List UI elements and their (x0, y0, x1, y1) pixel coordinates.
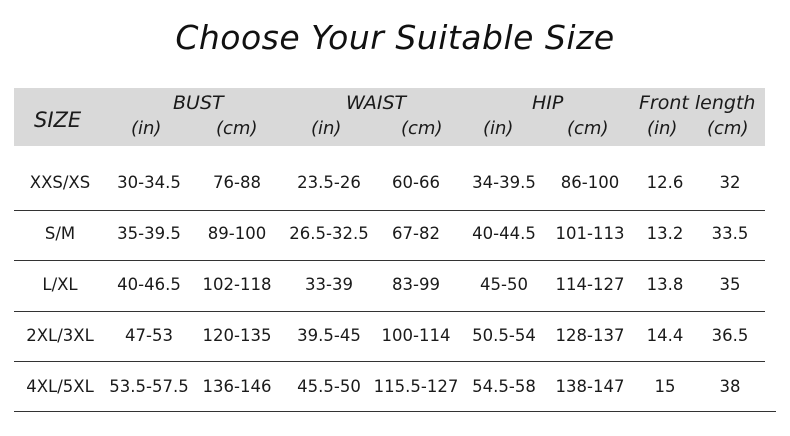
cell-waist-in: 26.5-32.5 (289, 224, 369, 243)
header-waist: WAIST (346, 92, 407, 114)
cell-bust-cm: 102-118 (202, 275, 272, 294)
cell-waist-cm: 115.5-127 (373, 377, 459, 396)
row-divider (14, 260, 765, 261)
row-divider (14, 361, 765, 362)
table-header (14, 88, 765, 146)
cell-front-cm: 36.5 (711, 326, 749, 345)
cell-bust-cm: 136-146 (202, 377, 272, 396)
row-divider (14, 210, 765, 211)
cell-waist-cm: 67-82 (392, 224, 440, 243)
cell-hip-cm: 101-113 (555, 224, 625, 243)
cell-waist-cm: 83-99 (392, 275, 440, 294)
unit-waist-in: (in) (311, 118, 342, 139)
cell-front-in: 13.8 (646, 275, 684, 294)
unit-front-in: (in) (647, 118, 678, 139)
cell-front-cm: 35 (719, 275, 741, 294)
cell-front-cm: 33.5 (711, 224, 749, 243)
header-bust: BUST (173, 92, 224, 114)
cell-bust-in: 35-39.5 (117, 224, 181, 243)
cell-hip-cm: 114-127 (555, 275, 625, 294)
cell-waist-in: 39.5-45 (297, 326, 361, 345)
cell-waist-cm: 100-114 (381, 326, 451, 345)
unit-waist-cm: (cm) (401, 118, 443, 139)
cell-waist-cm: 60-66 (392, 173, 440, 192)
cell-size: 2XL/3XL (26, 326, 94, 345)
unit-hip-cm: (cm) (567, 118, 609, 139)
cell-hip-cm: 86-100 (560, 173, 620, 192)
cell-bust-in: 30-34.5 (117, 173, 181, 192)
cell-bust-in: 53.5-57.5 (109, 377, 189, 396)
cell-bust-cm: 89-100 (207, 224, 267, 243)
row-divider (14, 311, 765, 312)
unit-hip-in: (in) (483, 118, 514, 139)
cell-front-in: 14.4 (646, 326, 684, 345)
header-hip: HIP (532, 92, 564, 114)
cell-hip-cm: 128-137 (555, 326, 625, 345)
cell-waist-in: 23.5-26 (297, 173, 361, 192)
unit-bust-in: (in) (131, 118, 162, 139)
unit-bust-cm: (cm) (216, 118, 258, 139)
page-title: Choose Your Suitable Size (175, 18, 615, 57)
cell-hip-in: 50.5-54 (472, 326, 536, 345)
cell-size: L/XL (42, 275, 78, 294)
cell-hip-in: 54.5-58 (472, 377, 536, 396)
cell-hip-in: 34-39.5 (472, 173, 536, 192)
cell-bust-cm: 120-135 (202, 326, 272, 345)
cell-waist-in: 45.5-50 (297, 377, 361, 396)
cell-front-cm: 38 (719, 377, 741, 396)
cell-front-in: 15 (654, 377, 676, 396)
row-divider (14, 411, 776, 412)
cell-front-in: 12.6 (646, 173, 684, 192)
cell-size: S/M (44, 224, 76, 243)
cell-hip-in: 45-50 (480, 275, 528, 294)
cell-bust-cm: 76-88 (213, 173, 261, 192)
cell-size: 4XL/5XL (26, 377, 94, 396)
cell-front-cm: 32 (719, 173, 741, 192)
cell-hip-cm: 138-147 (555, 377, 625, 396)
cell-bust-in: 47-53 (125, 326, 173, 345)
header-front-length: Front length (639, 92, 756, 114)
cell-bust-in: 40-46.5 (117, 275, 181, 294)
cell-waist-in: 33-39 (305, 275, 353, 294)
unit-front-cm: (cm) (707, 118, 749, 139)
cell-hip-in: 40-44.5 (472, 224, 536, 243)
header-size: SIZE (34, 108, 82, 132)
cell-front-in: 13.2 (646, 224, 684, 243)
cell-size: XXS/XS (29, 173, 91, 192)
